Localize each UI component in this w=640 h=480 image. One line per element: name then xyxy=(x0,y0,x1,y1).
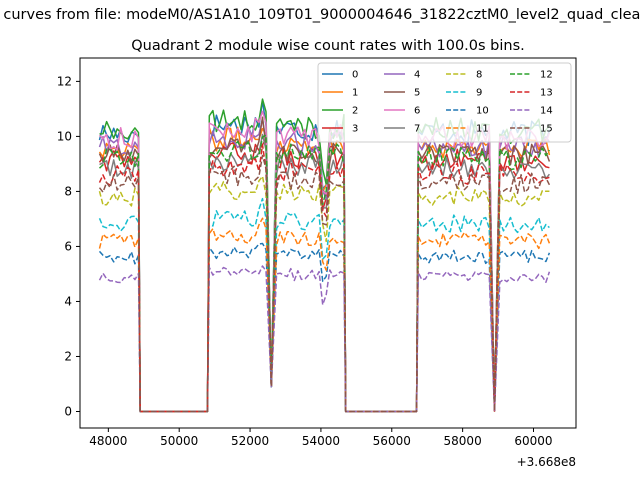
legend-label-2: 2 xyxy=(352,106,358,117)
legend-label-10: 10 xyxy=(476,106,489,117)
legend-label-7: 7 xyxy=(414,124,420,135)
legend-label-15: 15 xyxy=(540,124,553,135)
series-line-11 xyxy=(98,217,551,413)
y-tick-label: 2 xyxy=(64,349,72,363)
legend-label-12: 12 xyxy=(540,70,553,81)
legend-label-13: 13 xyxy=(540,88,553,99)
legend-label-4: 4 xyxy=(414,70,420,81)
x-tick-label: 52000 xyxy=(231,434,269,448)
y-tick-label: 10 xyxy=(57,129,72,143)
series-line-5 xyxy=(98,116,551,413)
x-tick-label: 50000 xyxy=(160,434,198,448)
x-tick-label: 58000 xyxy=(444,434,482,448)
series-line-15 xyxy=(98,154,551,413)
x-tick-label: 60000 xyxy=(514,434,552,448)
series-line-0 xyxy=(98,99,551,413)
legend-label-14: 14 xyxy=(540,106,553,117)
series-line-1 xyxy=(98,126,551,413)
y-tick-label: 8 xyxy=(64,184,72,198)
series-line-8 xyxy=(98,175,550,413)
y-tick-label: 4 xyxy=(64,294,72,308)
x-tick-label: 56000 xyxy=(373,434,411,448)
y-tick-label: 0 xyxy=(64,404,72,418)
x-axis-offset-label: +3.668e8 xyxy=(517,455,576,469)
series-line-13 xyxy=(98,144,550,413)
series-line-2 xyxy=(99,98,550,413)
series-line-14 xyxy=(98,265,551,413)
series-line-9 xyxy=(98,197,550,413)
legend-frame xyxy=(317,62,572,143)
legend-label-1: 1 xyxy=(352,88,358,99)
legend-label-5: 5 xyxy=(414,88,420,99)
x-tick-label: 48000 xyxy=(89,434,127,448)
series-line-12 xyxy=(98,134,551,413)
figure-suptitle: Light curves from file: modeM0/AS1A10_10… xyxy=(0,7,640,23)
legend-label-11: 11 xyxy=(476,124,489,135)
y-tick-label: 12 xyxy=(57,74,72,88)
x-tick-label: 54000 xyxy=(302,434,340,448)
series-line-10 xyxy=(98,242,551,413)
plot-area xyxy=(98,98,551,413)
axis-ticks: 48000 50000 52000 54000 56000 58000 60000 0 2 4 6 8… xyxy=(57,74,553,448)
series-line-6 xyxy=(98,110,551,413)
y-tick-label: 6 xyxy=(64,239,72,253)
legend-label-3: 3 xyxy=(352,124,358,135)
legend-label-6: 6 xyxy=(414,106,420,117)
legend-label-8: 8 xyxy=(476,70,482,81)
axes-title: Quadrant 2 module wise count rates with … xyxy=(131,38,525,54)
axes-frame xyxy=(79,57,577,429)
legend-label-0: 0 xyxy=(352,70,358,81)
legend-label-9: 9 xyxy=(476,88,482,99)
